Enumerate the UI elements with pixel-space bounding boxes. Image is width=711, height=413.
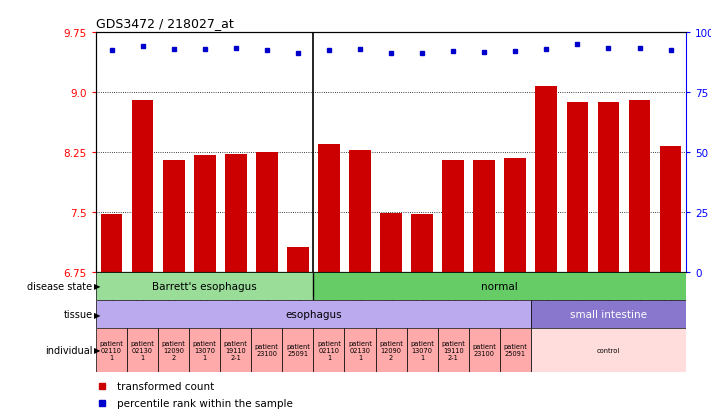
Text: patient
23100: patient 23100 xyxy=(472,344,496,356)
Bar xyxy=(220,328,251,372)
Text: GDS3472 / 218027_at: GDS3472 / 218027_at xyxy=(96,17,234,29)
Text: patient
02130
1: patient 02130 1 xyxy=(131,340,154,360)
Text: control: control xyxy=(597,347,620,353)
Bar xyxy=(567,103,588,272)
Bar xyxy=(535,86,557,272)
Text: transformed count: transformed count xyxy=(117,381,214,391)
Bar xyxy=(96,300,531,328)
Bar xyxy=(282,328,314,372)
Text: patient
13070
1: patient 13070 1 xyxy=(410,340,434,360)
Bar xyxy=(225,154,247,272)
Bar xyxy=(287,247,309,272)
Bar xyxy=(442,161,464,272)
Bar xyxy=(629,101,651,272)
Bar xyxy=(531,300,686,328)
Text: individual: individual xyxy=(45,345,92,355)
Text: patient
25091: patient 25091 xyxy=(286,344,310,356)
Text: patient
19110
2-1: patient 19110 2-1 xyxy=(224,340,247,360)
Bar xyxy=(158,328,189,372)
Text: ▶: ▶ xyxy=(94,310,100,319)
Text: ▶: ▶ xyxy=(94,346,100,354)
Bar xyxy=(96,328,127,372)
Bar xyxy=(314,328,344,372)
Text: ▶: ▶ xyxy=(94,282,100,291)
Bar xyxy=(411,215,433,272)
Bar xyxy=(597,103,619,272)
Bar xyxy=(438,328,469,372)
Bar xyxy=(318,145,340,272)
Text: patient
02130
1: patient 02130 1 xyxy=(348,340,372,360)
Text: percentile rank within the sample: percentile rank within the sample xyxy=(117,398,292,408)
Text: Barrett's esophagus: Barrett's esophagus xyxy=(152,281,257,291)
Text: normal: normal xyxy=(481,281,518,291)
Bar xyxy=(474,161,495,272)
Text: patient
25091: patient 25091 xyxy=(503,344,528,356)
Bar xyxy=(469,328,500,372)
Text: patient
13070
1: patient 13070 1 xyxy=(193,340,217,360)
Bar xyxy=(407,328,438,372)
Bar xyxy=(375,328,407,372)
Bar xyxy=(349,151,371,272)
Text: small intestine: small intestine xyxy=(570,309,647,319)
Bar xyxy=(344,328,375,372)
Bar xyxy=(314,272,686,300)
Text: esophagus: esophagus xyxy=(285,309,342,319)
Bar xyxy=(504,159,526,272)
Text: patient
12090
2: patient 12090 2 xyxy=(161,340,186,360)
Text: disease state: disease state xyxy=(27,281,92,291)
Bar xyxy=(660,147,681,272)
Bar xyxy=(96,272,314,300)
Bar xyxy=(189,328,220,372)
Bar xyxy=(127,328,158,372)
Text: patient
02110
1: patient 02110 1 xyxy=(317,340,341,360)
Text: patient
02110
1: patient 02110 1 xyxy=(100,340,124,360)
Bar xyxy=(380,214,402,272)
Bar xyxy=(163,161,184,272)
Bar xyxy=(251,328,282,372)
Bar xyxy=(132,101,154,272)
Text: tissue: tissue xyxy=(63,309,92,319)
Text: patient
12090
2: patient 12090 2 xyxy=(379,340,403,360)
Text: patient
23100: patient 23100 xyxy=(255,344,279,356)
Bar xyxy=(101,215,122,272)
Bar xyxy=(531,328,686,372)
Bar xyxy=(500,328,531,372)
Text: patient
19110
2-1: patient 19110 2-1 xyxy=(442,340,465,360)
Bar xyxy=(256,153,278,272)
Bar xyxy=(194,156,215,272)
